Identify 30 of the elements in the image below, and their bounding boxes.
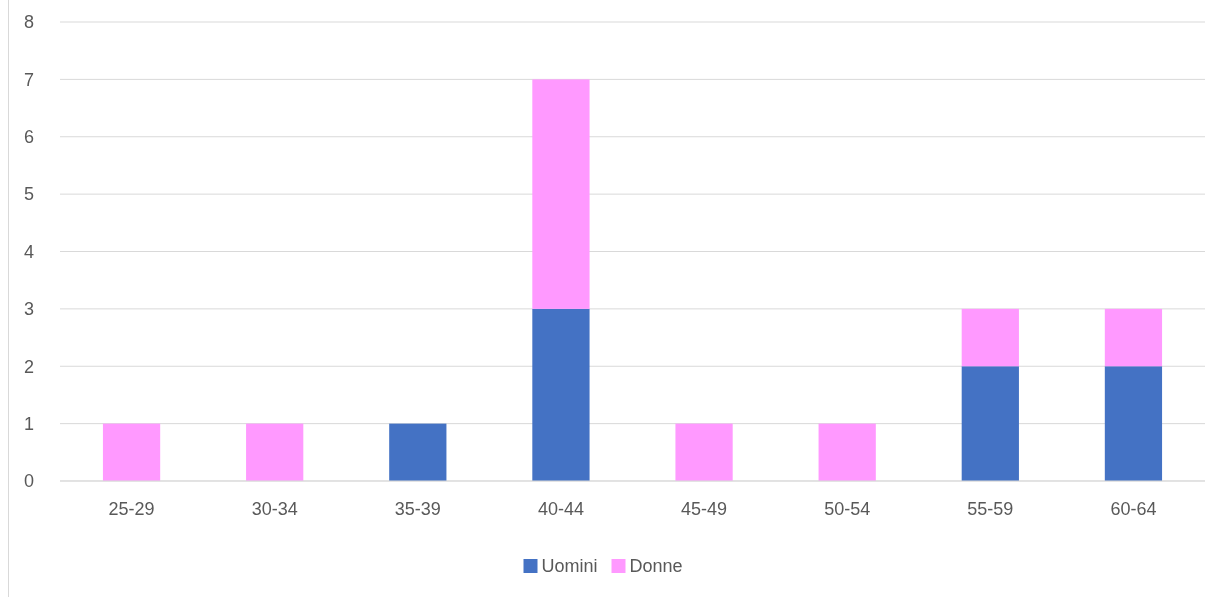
x-tick-label: 45-49 (681, 499, 728, 519)
x-tick-label: 55-59 (967, 499, 1014, 519)
x-tick-label: 40-44 (537, 499, 584, 519)
y-tick-label: 7 (23, 69, 34, 90)
x-tick-label: 60-64 (1110, 499, 1157, 519)
y-tick-label: 3 (23, 299, 34, 320)
bar (532, 79, 590, 309)
x-tick-label: 35-39 (394, 499, 441, 519)
y-tick-label: 1 (23, 413, 34, 434)
y-tick-label: 6 (23, 127, 34, 148)
y-tick-label: 4 (23, 241, 34, 262)
bar (818, 423, 876, 481)
bar (1104, 366, 1163, 481)
x-tick-label: 50-54 (824, 499, 871, 519)
bar (246, 423, 304, 481)
bar (102, 423, 161, 481)
y-tick-label: 2 (23, 356, 34, 377)
bar (1104, 308, 1163, 367)
bar (532, 308, 590, 481)
y-tick-label: 5 (23, 184, 34, 205)
bar (961, 308, 1019, 367)
legend-label: Uomini (541, 556, 598, 577)
x-tick-label: 30-34 (251, 499, 298, 519)
bar (389, 423, 447, 481)
y-tick-label: 0 (23, 471, 34, 492)
bar (675, 423, 733, 481)
legend-label: Donne (629, 556, 683, 577)
y-tick-label: 8 (23, 12, 34, 33)
bar (961, 366, 1019, 481)
x-tick-label: 25-29 (108, 499, 155, 519)
